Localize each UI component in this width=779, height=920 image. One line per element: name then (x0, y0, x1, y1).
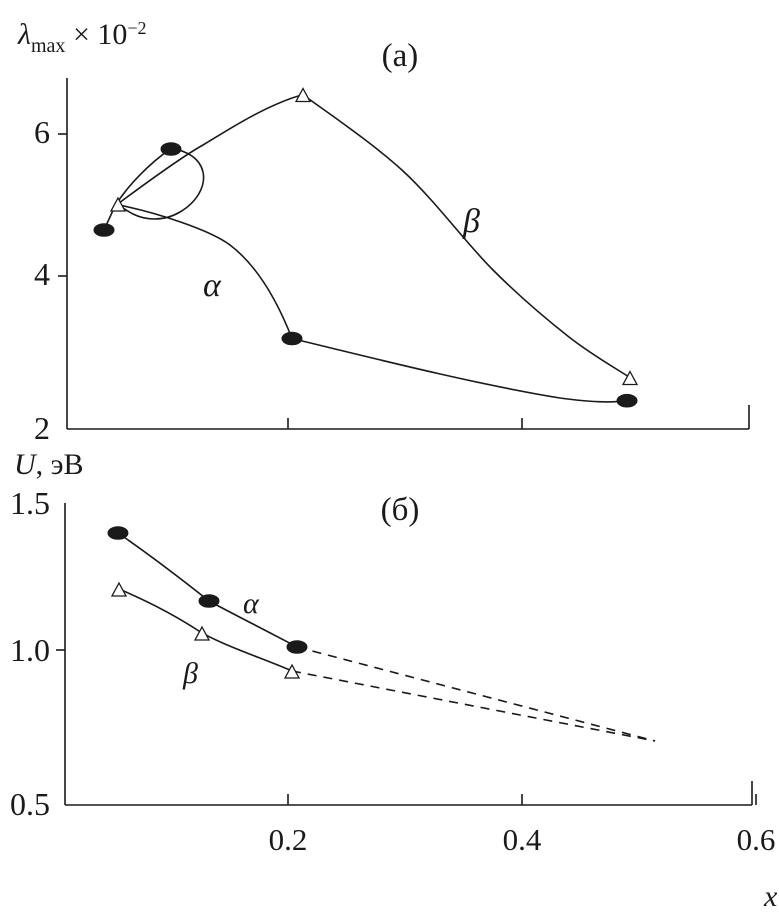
svg-text:0.4: 0.4 (503, 822, 542, 857)
svg-text:0.5: 0.5 (10, 786, 50, 822)
svg-text:4: 4 (34, 256, 50, 292)
svg-text:β: β (182, 657, 198, 690)
svg-text:β: β (462, 203, 480, 240)
svg-text:α: α (203, 267, 222, 304)
svg-text:2: 2 (34, 410, 50, 446)
svg-text:6: 6 (34, 114, 50, 150)
svg-text:x: x (763, 880, 778, 913)
svg-text:(б): (б) (381, 492, 420, 528)
svg-text:1.0: 1.0 (10, 632, 50, 668)
svg-text:(a): (a) (382, 38, 419, 74)
svg-text:1.5: 1.5 (10, 485, 50, 521)
svg-text:0.2: 0.2 (269, 822, 308, 857)
svg-text:α: α (243, 587, 260, 620)
svg-text:0.6: 0.6 (737, 822, 776, 857)
